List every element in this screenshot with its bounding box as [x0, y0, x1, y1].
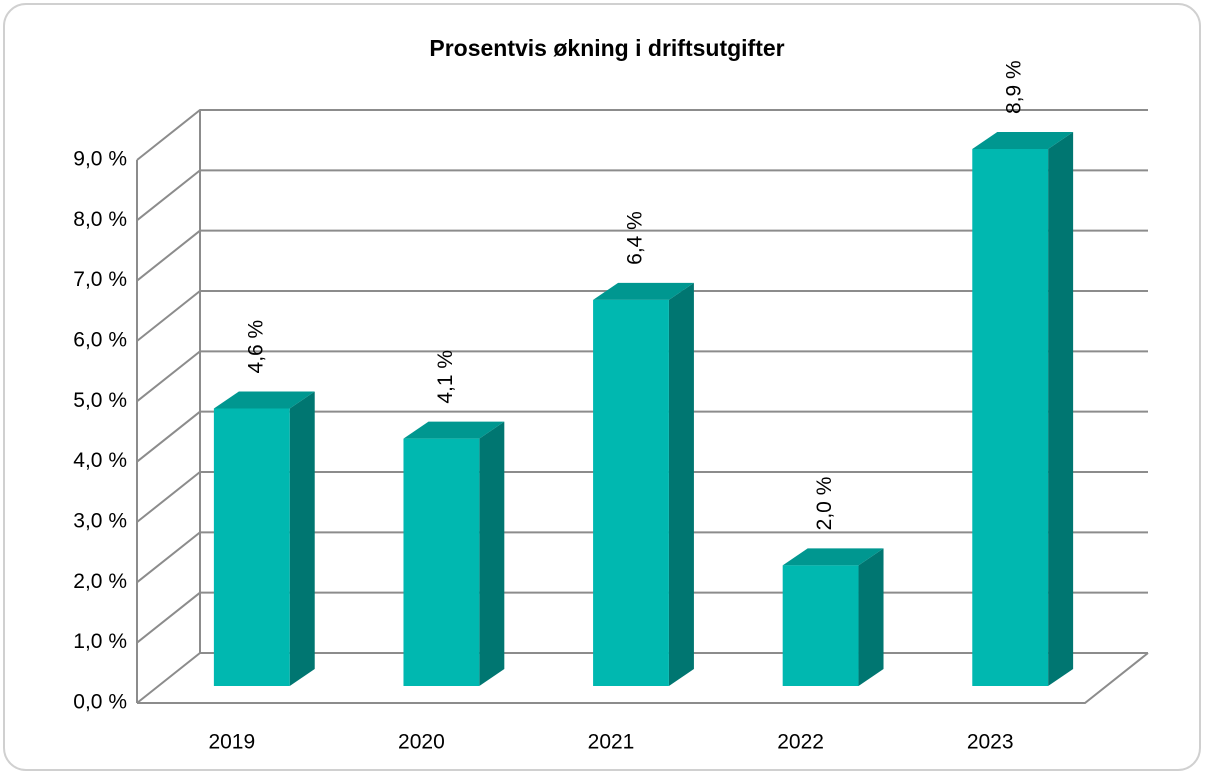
y-tick-label: 1,0 % [73, 630, 127, 653]
bar-side [289, 391, 315, 686]
data-label: 4,1 % [434, 350, 457, 404]
y-tick-label: 5,0 % [73, 389, 127, 412]
y-tick-label: 9,0 % [73, 148, 127, 171]
chart-title: Prosentvis økning i driftsutgifter [429, 35, 784, 61]
data-label: 2,0 % [813, 477, 836, 531]
bar-front [403, 438, 480, 686]
data-label: 6,4 % [624, 211, 647, 265]
bar [782, 548, 884, 686]
y-tick-label: 3,0 % [73, 510, 127, 533]
bar-top [403, 421, 505, 439]
data-label: 4,6 % [244, 320, 267, 374]
grid-line [136, 169, 1148, 222]
bar-front [972, 149, 1049, 687]
bar-side [858, 548, 884, 686]
y-tick-label: 6,0 % [73, 329, 127, 352]
bar-top [782, 548, 884, 566]
grid-line [136, 350, 1148, 403]
y-tick-label: 7,0 % [73, 268, 127, 291]
y-tick-label: 8,0 % [73, 208, 127, 231]
x-tick-label: 2020 [398, 731, 445, 754]
bar-side [479, 421, 505, 686]
bar [972, 132, 1074, 687]
grid-line [136, 410, 1148, 463]
grid-line [136, 471, 1148, 523]
bar-top [213, 391, 315, 409]
y-tick-label: 2,0 % [73, 570, 127, 593]
bar-front [213, 408, 290, 686]
x-tick-label: 2021 [588, 731, 635, 754]
bar-front [782, 565, 859, 686]
bar [213, 391, 315, 686]
bar-side [1048, 132, 1074, 687]
bar-front [593, 299, 669, 686]
bar-top [593, 282, 694, 300]
bar [593, 282, 694, 686]
x-tick-label: 2023 [967, 731, 1014, 754]
y-tick-label: 4,0 % [73, 449, 127, 472]
x-tick-label: 2019 [208, 731, 255, 754]
data-label: 8,9 % [1003, 60, 1026, 114]
grid-line [136, 109, 1148, 161]
bar-top [972, 132, 1074, 150]
bar-side [668, 282, 694, 686]
floor-edge [137, 652, 1149, 704]
y-tick-label: 0,0 % [73, 691, 127, 714]
grid-line [136, 229, 1148, 282]
bar [403, 421, 505, 686]
x-tick-label: 2022 [777, 731, 824, 754]
grid-line [136, 290, 1148, 342]
grid-line [136, 531, 1148, 584]
